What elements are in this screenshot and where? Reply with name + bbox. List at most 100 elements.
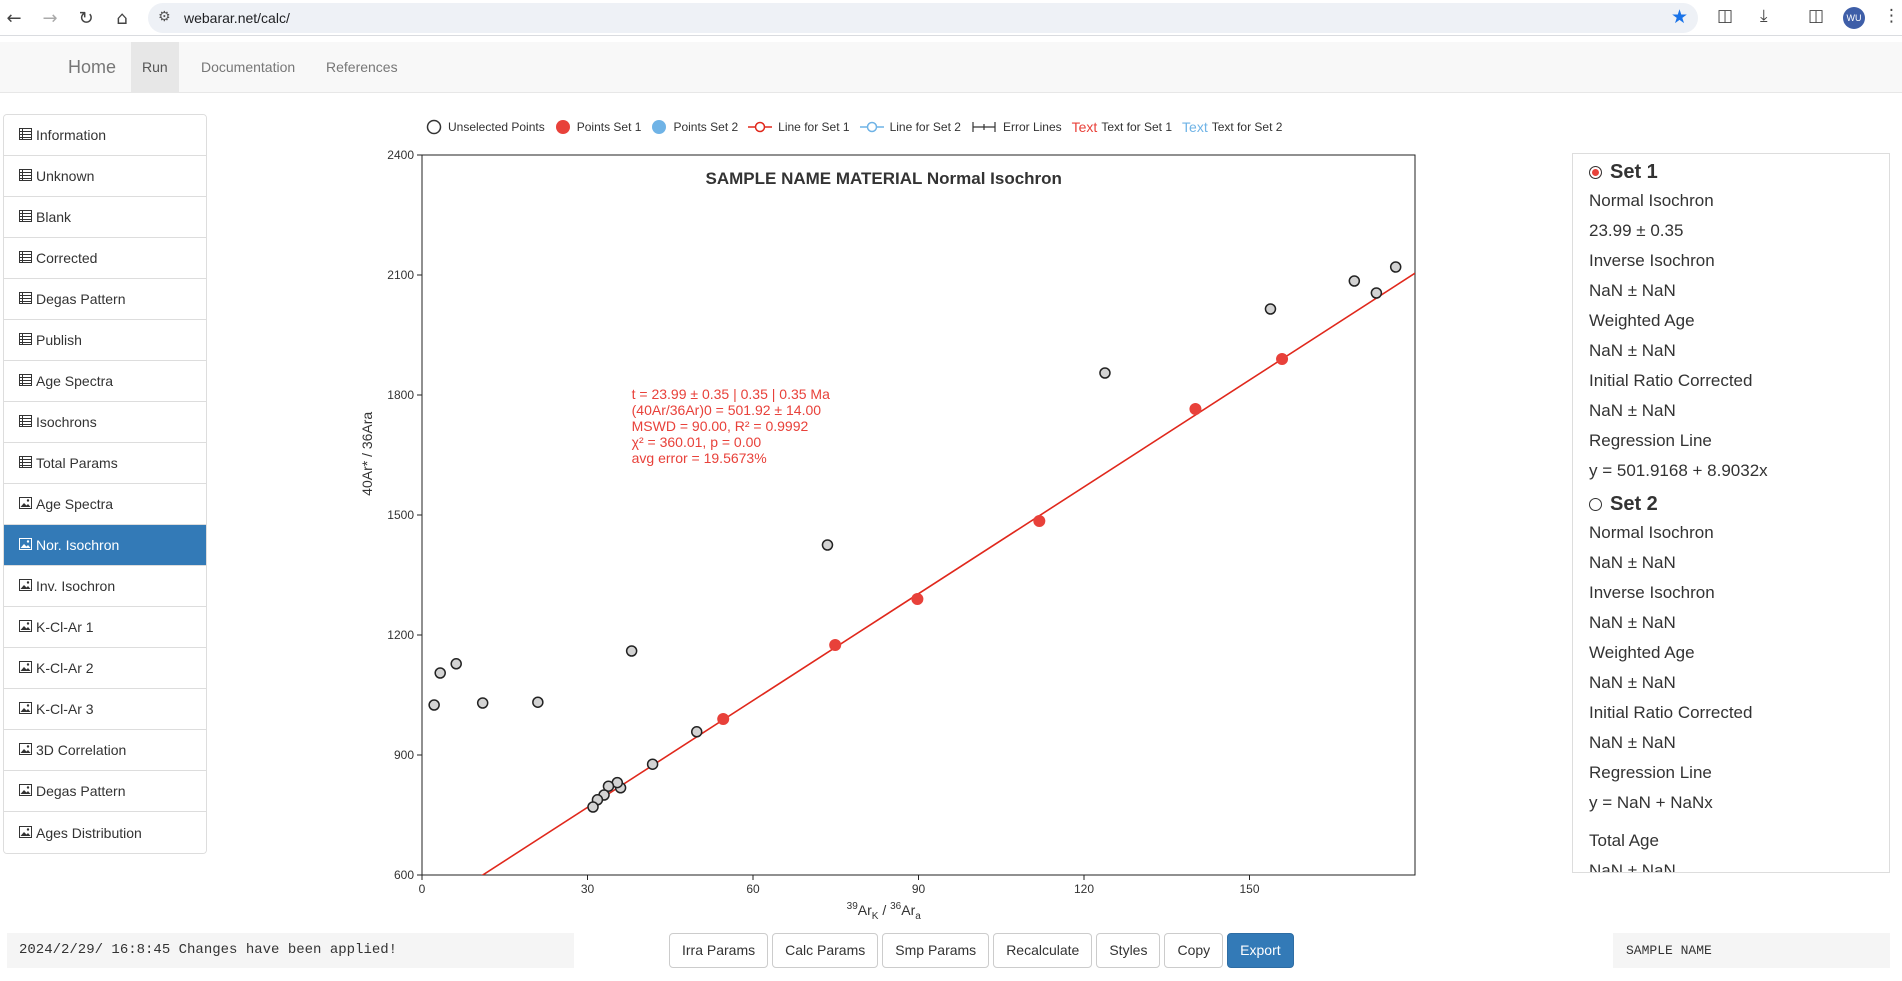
forward-arrow-icon[interactable]: → — [42, 7, 58, 29]
sidebar-item-degas-pattern[interactable]: Degas Pattern — [4, 279, 206, 320]
sidebar-item-inv-isochron[interactable]: Inv. Isochron — [4, 566, 206, 607]
copy-button[interactable]: Copy — [1164, 933, 1224, 968]
unselected-point[interactable] — [1348, 275, 1361, 287]
set1-point[interactable] — [1033, 515, 1046, 527]
sidebar-item-k-cl-ar-1[interactable]: K-Cl-Ar 1 — [4, 607, 206, 648]
set1-point[interactable] — [829, 639, 842, 651]
sidebar-item-label: Blank — [36, 209, 72, 225]
set2-radio-icon[interactable] — [1589, 497, 1602, 511]
picture-icon — [19, 620, 33, 632]
legend-error-lines[interactable]: Error Lines — [971, 119, 1062, 135]
legend-text-set2[interactable]: Text Text for Set 2 — [1182, 119, 1283, 135]
x-tick-label: 60 — [746, 882, 760, 896]
sidebar-item-age-spectra[interactable]: Age Spectra — [4, 361, 206, 402]
address-bar[interactable]: ⚙ webarar.net/calc/ ★ — [148, 3, 1698, 33]
unselected-point[interactable] — [1389, 261, 1402, 273]
styles-button[interactable]: Styles — [1096, 933, 1161, 968]
set1-point[interactable] — [717, 713, 730, 725]
sidebar-item-label: 3D Correlation — [36, 742, 127, 758]
unselected-point[interactable] — [1099, 367, 1111, 379]
legend-line-set2[interactable]: Line for Set 2 — [859, 119, 961, 135]
sidebar-item-isochrons[interactable]: Isochrons — [4, 402, 206, 443]
unselected-point[interactable] — [602, 780, 615, 792]
sidebar-item-corrected[interactable]: Corrected — [4, 238, 206, 279]
smp-params-button[interactable]: Smp Params — [882, 933, 990, 968]
unselected-point[interactable] — [428, 699, 440, 711]
table-icon — [19, 169, 33, 181]
side-panel-icon[interactable]: ◫ — [1808, 6, 1825, 26]
set1-result-line: Weighted Age — [1589, 311, 1695, 330]
sidebar-item-total-params[interactable]: Total Params — [4, 443, 206, 484]
unselected-point[interactable] — [1370, 287, 1383, 299]
x-tick-label: 150 — [1239, 882, 1259, 896]
menu-kebab-icon[interactable]: ⋮ — [1883, 6, 1900, 26]
bookmark-star-icon[interactable]: ★ — [1670, 6, 1688, 28]
x-axis-label-part: 36 — [890, 901, 902, 912]
nav-documentation[interactable]: Documentation — [201, 59, 296, 75]
legend-points-set2[interactable]: Points Set 2 — [651, 119, 738, 135]
set1-result-line: NaN ± NaN — [1589, 281, 1676, 300]
set1-annotation-line: (40Ar/36Ar)0 = 501.92 ± 14.00 — [632, 402, 822, 418]
set1-radio-icon[interactable] — [1589, 165, 1602, 179]
unselected-point[interactable] — [450, 658, 462, 670]
unselected-point[interactable] — [1264, 303, 1277, 315]
nav-run[interactable]: Run — [131, 42, 179, 92]
sidebar-item-unknown[interactable]: Unknown — [4, 156, 206, 197]
unselected-point[interactable] — [625, 645, 638, 657]
sidebar-item-k-cl-ar-2[interactable]: K-Cl-Ar 2 — [4, 648, 206, 689]
recalculate-button[interactable]: Recalculate — [993, 933, 1093, 968]
sidebar-item-age-spectra[interactable]: Age Spectra — [4, 484, 206, 525]
sidebar-item-publish[interactable]: Publish — [4, 320, 206, 361]
set2-result-line: NaN ± NaN — [1589, 553, 1676, 572]
home-icon[interactable]: ⌂ — [116, 7, 128, 29]
sidebar-item-label: Degas Pattern — [36, 783, 126, 799]
set1-line-icon — [748, 121, 773, 133]
profile-avatar[interactable]: WU — [1843, 7, 1865, 29]
set1-result-line: NaN ± NaN — [1589, 401, 1676, 420]
chart-svg[interactable]: 0 30 60 90 120 150 600 900 1200 1500 1800 2100 2400 S… — [330, 140, 1430, 925]
set1-point[interactable] — [911, 593, 924, 605]
sidebar-item-blank[interactable]: Blank — [4, 197, 206, 238]
set1-result-line: NaN ± NaN — [1589, 341, 1676, 360]
back-arrow-icon[interactable]: ← — [6, 7, 22, 29]
sidebar-item-label: Degas Pattern — [36, 291, 126, 307]
legend-line-set1[interactable]: Line for Set 1 — [748, 119, 850, 135]
unselected-point[interactable] — [690, 726, 703, 738]
legend-points-set1[interactable]: Points Set 1 — [555, 119, 641, 135]
unselected-point[interactable] — [532, 696, 544, 708]
site-settings-icon[interactable]: ⚙ — [158, 9, 171, 25]
unselected-point[interactable] — [646, 758, 659, 770]
unselected-point-icon — [426, 119, 442, 135]
sidebar-item-k-cl-ar-3[interactable]: K-Cl-Ar 3 — [4, 689, 206, 730]
sidebar-item-degas-pattern[interactable]: Degas Pattern — [4, 771, 206, 812]
irra-params-button[interactable]: Irra Params — [669, 933, 769, 968]
export-button[interactable]: Export — [1227, 933, 1294, 968]
reload-icon[interactable]: ↻ — [78, 7, 94, 29]
sidebar-item-information[interactable]: Information — [4, 115, 206, 156]
sidebar-item-ages-distribution[interactable]: Ages Distribution — [4, 812, 206, 853]
sample-name-field[interactable]: SAMPLE NAME — [1613, 933, 1890, 968]
sidebar-item-3d-correlation[interactable]: 3D Correlation — [4, 730, 206, 771]
extensions-icon[interactable]: ◫ — [1717, 6, 1734, 26]
brand-home-link[interactable]: Home — [68, 57, 117, 77]
nav-references[interactable]: References — [326, 59, 398, 75]
download-icon[interactable]: ⤓ — [1760, 6, 1768, 26]
legend-unselected-points[interactable]: Unselected Points — [426, 119, 545, 135]
unselected-point[interactable] — [434, 667, 446, 679]
y-tick-label: 2400 — [387, 148, 414, 162]
sidebar-item-label: Isochrons — [36, 414, 97, 430]
set2-point-icon — [652, 120, 667, 134]
browser-toolbar: ← → ↻ ⌂ ⚙ webarar.net/calc/ ★ ◫ ⤓ ◫ WU ⋮ — [0, 0, 1902, 36]
x-axis-label-part: / — [878, 902, 890, 918]
sidebar-item-nor-isochron[interactable]: Nor. Isochron — [4, 525, 206, 566]
unselected-point[interactable] — [821, 539, 834, 551]
table-icon — [19, 210, 33, 222]
table-icon — [19, 333, 33, 345]
unselected-point[interactable] — [587, 801, 599, 813]
calc-params-button[interactable]: Calc Params — [772, 933, 879, 968]
set1-point[interactable] — [1189, 403, 1202, 415]
isochron-chart[interactable]: 0 30 60 90 120 150 600 900 1200 1500 1800 2100 2400 S… — [330, 140, 1430, 925]
set1-point[interactable] — [1276, 353, 1289, 365]
legend-text-set1[interactable]: Text Text for Set 1 — [1071, 119, 1173, 135]
unselected-point[interactable] — [476, 697, 489, 709]
